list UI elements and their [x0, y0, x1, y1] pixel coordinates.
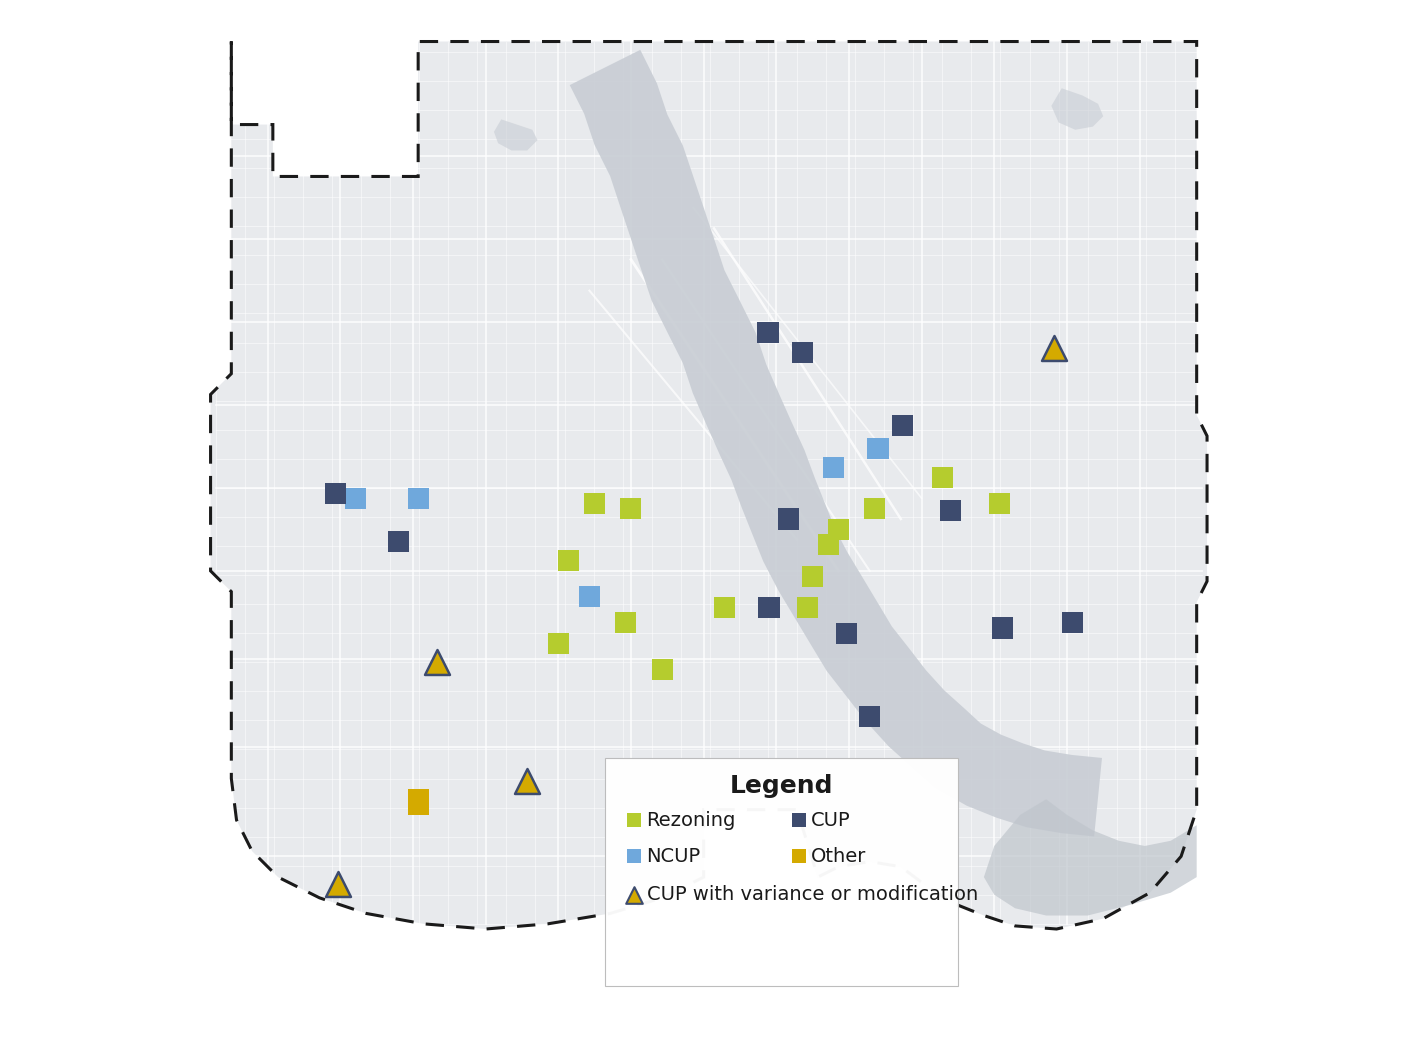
Point	[787, 848, 810, 865]
Text: Rezoning: Rezoning	[647, 811, 735, 829]
Point	[407, 791, 430, 808]
Point	[327, 876, 350, 893]
Point	[858, 708, 881, 725]
Point	[407, 796, 430, 813]
Text: CUP with variance or modification: CUP with variance or modification	[647, 885, 978, 904]
Point	[426, 654, 448, 671]
Point	[578, 589, 601, 605]
Point	[623, 812, 645, 828]
Point	[583, 495, 605, 512]
Text: Legend: Legend	[730, 774, 833, 798]
Point	[387, 534, 410, 550]
Polygon shape	[494, 119, 537, 151]
Point	[651, 661, 674, 678]
Point	[713, 599, 735, 616]
Polygon shape	[210, 42, 1207, 929]
Point	[823, 459, 845, 475]
Point	[988, 495, 1011, 512]
Point	[835, 625, 858, 641]
Point	[623, 848, 645, 865]
Point	[991, 620, 1014, 636]
Point	[787, 812, 810, 828]
Point	[1042, 339, 1065, 356]
Point	[407, 490, 430, 507]
Point	[801, 568, 824, 584]
Point	[864, 500, 887, 517]
Point	[777, 511, 800, 527]
Point	[891, 417, 914, 434]
Point	[620, 500, 643, 517]
Point	[547, 635, 570, 652]
FancyBboxPatch shape	[605, 758, 958, 986]
Point	[614, 614, 637, 631]
Point	[1061, 614, 1084, 631]
Point	[557, 552, 580, 569]
Point	[758, 599, 781, 616]
Polygon shape	[1051, 88, 1104, 130]
Polygon shape	[984, 799, 1197, 916]
Point	[516, 772, 538, 789]
Text: NCUP: NCUP	[647, 847, 701, 866]
Point	[324, 485, 347, 501]
Point	[817, 537, 840, 553]
Polygon shape	[570, 50, 1102, 837]
Point	[867, 440, 890, 457]
Point	[940, 502, 962, 519]
Point	[791, 345, 814, 361]
Point	[757, 324, 780, 340]
Point	[623, 886, 645, 903]
Text: Other: Other	[811, 847, 867, 866]
Text: CUP: CUP	[811, 811, 851, 829]
Point	[344, 490, 367, 507]
Point	[827, 521, 850, 538]
Point	[795, 599, 818, 616]
Point	[931, 469, 954, 486]
